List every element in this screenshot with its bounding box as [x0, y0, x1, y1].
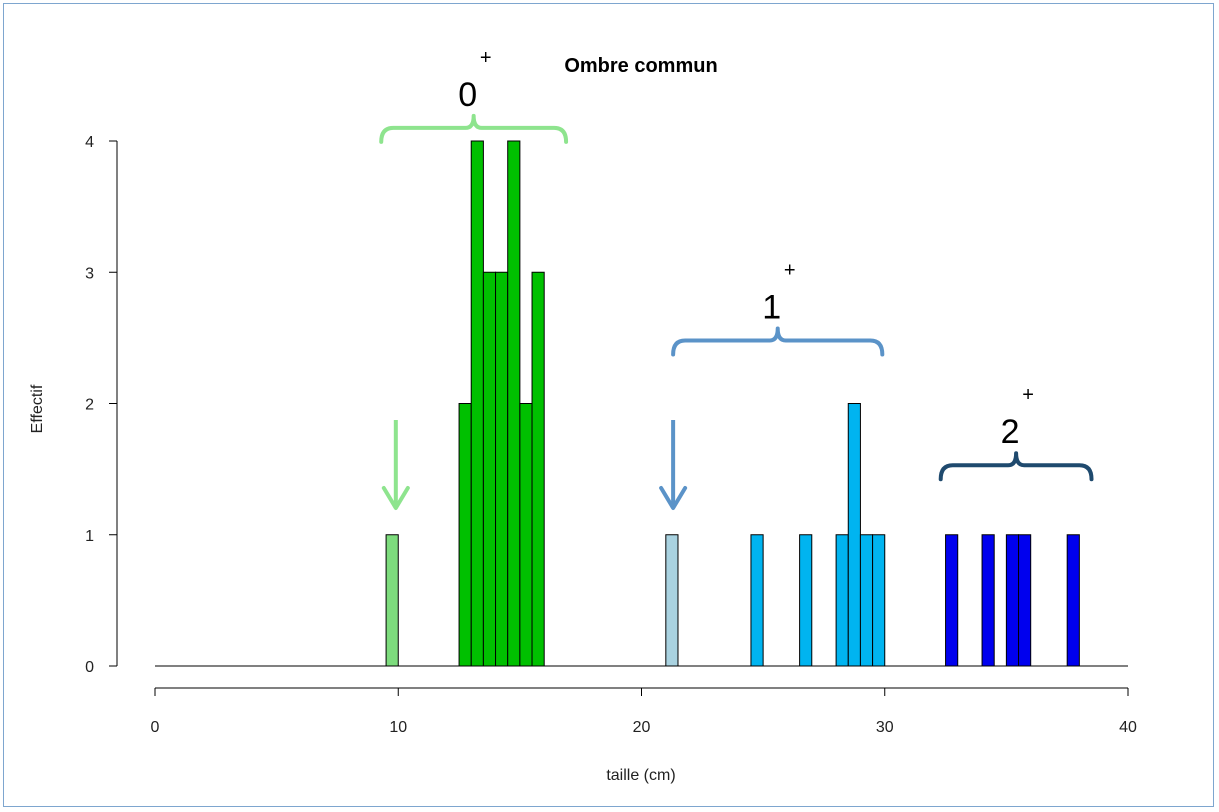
- group-label-superscript: +: [1022, 384, 1034, 406]
- histogram-bar: [519, 403, 533, 667]
- histogram-bar: [847, 403, 861, 667]
- chart-title: Ombre commun: [564, 55, 717, 77]
- y-tick-label: 0: [85, 659, 94, 676]
- histogram-bar: [531, 271, 545, 667]
- x-tick-label: 40: [1119, 719, 1137, 736]
- y-tick-label: 2: [85, 397, 94, 414]
- histogram-bar: [872, 534, 886, 667]
- x-axis-label: taille (cm): [606, 767, 675, 784]
- histogram-bar: [981, 534, 995, 667]
- group-brace: [938, 451, 1094, 482]
- histogram-bar: [1018, 534, 1032, 667]
- group-label: 2: [1001, 413, 1020, 451]
- group-label-superscript: +: [480, 47, 492, 69]
- x-tick-label: 10: [389, 719, 407, 736]
- group-brace: [379, 113, 569, 144]
- histogram-bar: [1066, 534, 1080, 667]
- group-brace: [671, 326, 885, 357]
- x-tick-label: 0: [151, 719, 160, 736]
- histogram-bar: [470, 140, 484, 667]
- histogram-bar: [750, 534, 764, 667]
- arrow-head: [381, 486, 410, 510]
- histogram-bar: [859, 534, 874, 667]
- histogram-bar: [495, 271, 509, 667]
- histogram-bar: [1005, 534, 1020, 667]
- y-tick-label: 1: [85, 528, 94, 545]
- histogram-bar: [835, 534, 849, 667]
- histogram-bar: [665, 534, 679, 667]
- x-tick-label: 20: [633, 719, 651, 736]
- y-tick-label: 4: [85, 134, 94, 151]
- histogram-bar: [945, 534, 959, 667]
- histogram-bar: [385, 534, 399, 667]
- group-label: 1: [762, 289, 781, 327]
- group-label: 0: [458, 76, 477, 114]
- histogram-bar: [799, 534, 813, 667]
- group-label-superscript: +: [784, 260, 796, 282]
- histogram-chart: Ombre commun taille (cm) Effectif 012340…: [29, 47, 1137, 784]
- y-axis-label: Effectif: [29, 384, 46, 433]
- histogram-bar: [507, 140, 521, 667]
- histogram-bar: [458, 403, 472, 667]
- arrow-head: [659, 486, 688, 510]
- histogram-bar: [482, 271, 497, 667]
- x-tick-label: 30: [876, 719, 894, 736]
- y-tick-label: 3: [85, 265, 94, 282]
